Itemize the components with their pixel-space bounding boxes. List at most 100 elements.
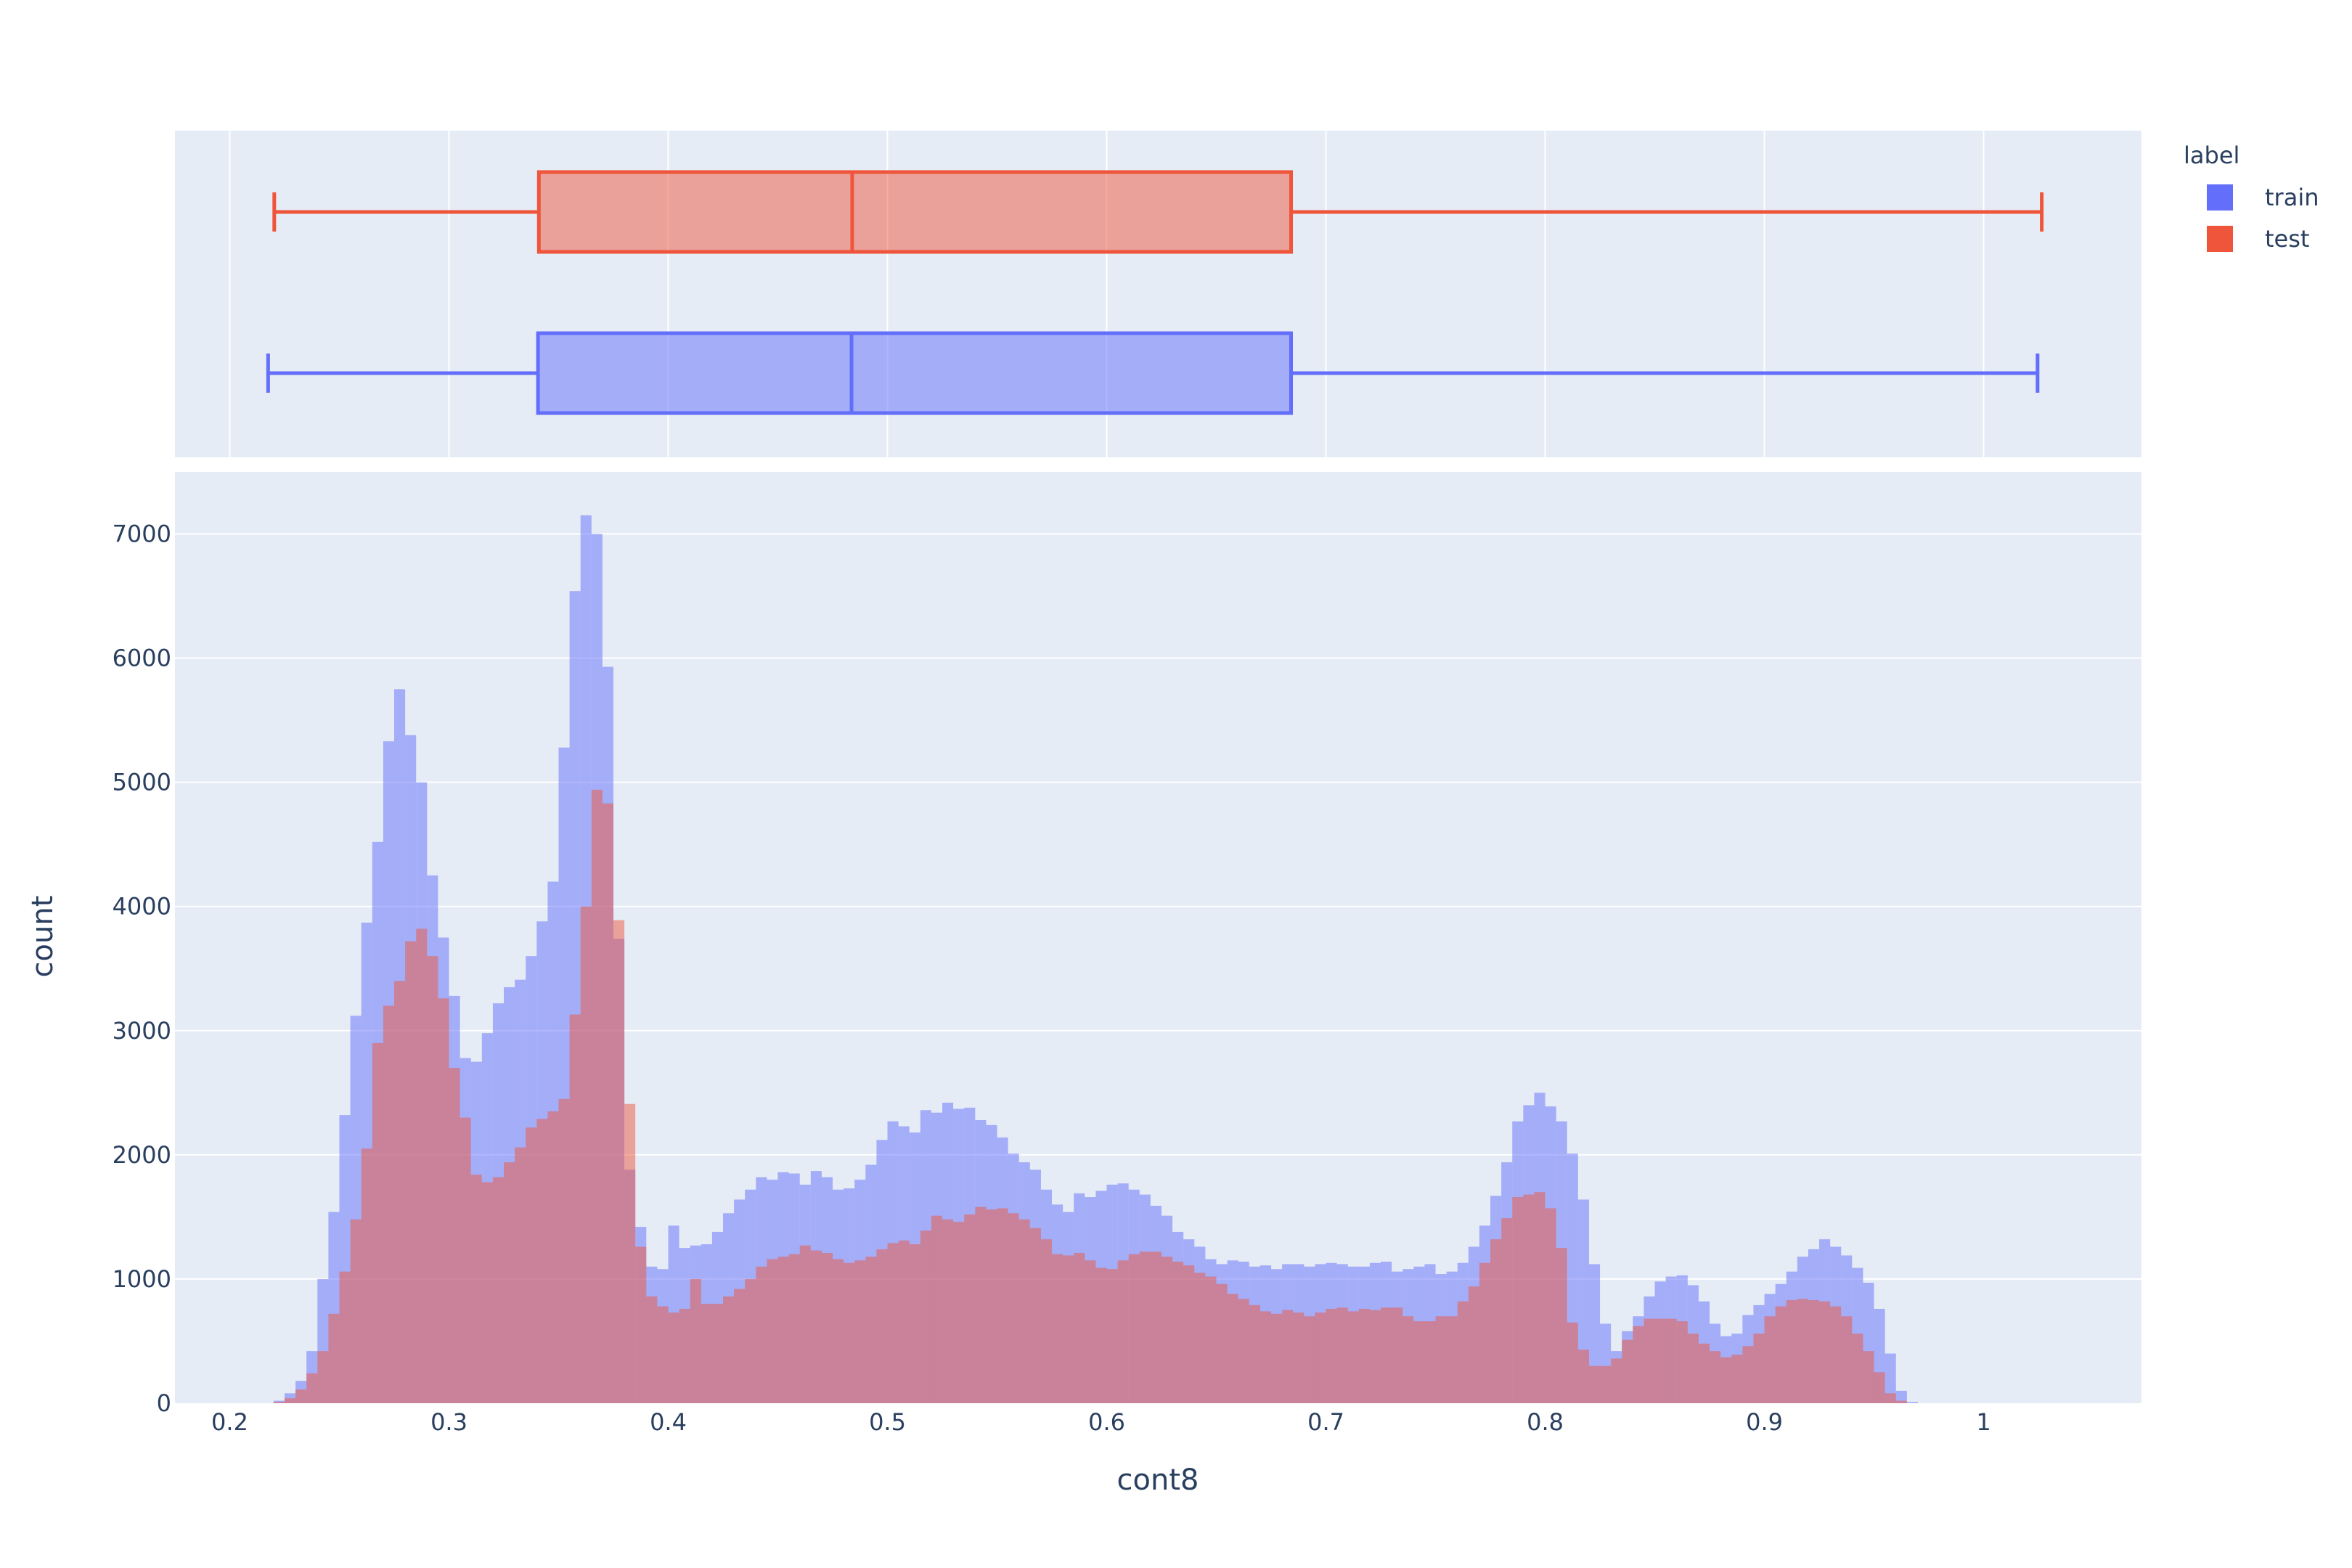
histogram-bar-test[interactable] xyxy=(1556,1248,1567,1403)
histogram-bar-test[interactable] xyxy=(438,998,449,1403)
histogram-bar-test[interactable] xyxy=(1381,1307,1392,1403)
histogram-bar-test[interactable] xyxy=(1819,1301,1831,1403)
histogram-bar-test[interactable] xyxy=(569,1014,581,1403)
histogram-bar-test[interactable] xyxy=(1545,1208,1556,1403)
histogram-bar-test[interactable] xyxy=(1249,1304,1260,1403)
histogram-bar-test[interactable] xyxy=(1687,1334,1699,1403)
histogram-bar-test[interactable] xyxy=(416,928,428,1403)
histogram-bar-test[interactable] xyxy=(1040,1239,1053,1403)
histogram-bar-test[interactable] xyxy=(1512,1197,1524,1403)
histogram-bar-test[interactable] xyxy=(1501,1218,1513,1403)
histogram-bar-test[interactable] xyxy=(1764,1316,1776,1403)
legend-item-test[interactable]: test xyxy=(2207,225,2309,253)
histogram-bar-test[interactable] xyxy=(1150,1251,1162,1403)
histogram-bar-test[interactable] xyxy=(931,1215,943,1403)
histogram-bar-test[interactable] xyxy=(1710,1351,1721,1403)
histogram-bar-test[interactable] xyxy=(624,1103,636,1403)
histogram-bar-test[interactable] xyxy=(1523,1194,1535,1403)
histogram-bar-test[interactable] xyxy=(635,1246,647,1403)
histogram-bar-test[interactable] xyxy=(1577,1349,1589,1403)
histogram-bar-test[interactable] xyxy=(383,1005,395,1403)
histogram-bar-test[interactable] xyxy=(1841,1316,1853,1403)
histogram-bar-test[interactable] xyxy=(1074,1253,1085,1403)
histogram-bar-test[interactable] xyxy=(668,1312,679,1403)
legend[interactable]: label train test xyxy=(2184,142,2319,253)
histogram-bar-test[interactable] xyxy=(1018,1219,1030,1403)
histogram-bar-test[interactable] xyxy=(898,1240,910,1403)
histogram-bar-test[interactable] xyxy=(833,1259,844,1403)
histogram-bar-test[interactable] xyxy=(1600,1365,1612,1403)
histogram-bar-test[interactable] xyxy=(460,1117,471,1403)
histogram-bar-test[interactable] xyxy=(920,1230,931,1403)
histogram-bar-test[interactable] xyxy=(547,1111,559,1403)
histogram-bar-test[interactable] xyxy=(854,1260,866,1403)
histogram-bar-test[interactable] xyxy=(1895,1400,1907,1403)
histogram-bar-test[interactable] xyxy=(1029,1228,1041,1403)
box-plot-train[interactable] xyxy=(266,331,2040,415)
histogram-bar-test[interactable] xyxy=(405,941,417,1403)
histogram-bar-test[interactable] xyxy=(339,1271,351,1403)
histogram-bar-test[interactable] xyxy=(909,1244,920,1403)
histogram-bar-test[interactable] xyxy=(1402,1316,1414,1403)
histogram-bar-test[interactable] xyxy=(734,1289,746,1403)
histogram-bar-test[interactable] xyxy=(1085,1260,1096,1403)
histogram-bar-test[interactable] xyxy=(1161,1257,1173,1403)
histogram-bar-train[interactable] xyxy=(1895,1390,1907,1403)
histogram-bar-test[interactable] xyxy=(1797,1299,1808,1403)
histogram-bar-test[interactable] xyxy=(1063,1255,1074,1403)
histogram-bar-test[interactable] xyxy=(1633,1326,1644,1403)
histogram-bar-test[interactable] xyxy=(449,1068,460,1403)
histogram-bar-test[interactable] xyxy=(1392,1307,1403,1403)
histogram-bar-test[interactable] xyxy=(953,1222,965,1403)
histogram-bar-test[interactable] xyxy=(777,1257,789,1403)
histogram-bar-test[interactable] xyxy=(646,1296,658,1403)
histogram-bar-test[interactable] xyxy=(1435,1316,1447,1403)
histogram-bar-test[interactable] xyxy=(317,1351,329,1403)
histogram-bar-test[interactable] xyxy=(1830,1306,1842,1403)
histogram-bar-test[interactable] xyxy=(876,1249,888,1403)
histogram-bar-test[interactable] xyxy=(1808,1300,1820,1403)
histogram-bar-test[interactable] xyxy=(1863,1351,1874,1403)
histogram-bar-test[interactable] xyxy=(1731,1355,1743,1403)
histogram-bar-test[interactable] xyxy=(986,1209,997,1403)
histogram-bar-test[interactable] xyxy=(887,1243,899,1403)
histogram-bar-test[interactable] xyxy=(844,1262,855,1403)
histogram-bar-test[interactable] xyxy=(1008,1213,1019,1403)
histogram-bar-test[interactable] xyxy=(515,1147,526,1403)
box-plot-test[interactable] xyxy=(272,170,2044,254)
histogram-bar-test[interactable] xyxy=(504,1162,515,1403)
histogram-bar-test[interactable] xyxy=(285,1398,296,1403)
histogram-bar-test[interactable] xyxy=(1139,1251,1151,1403)
histogram-bar-test[interactable] xyxy=(1194,1273,1206,1403)
histogram-bar-test[interactable] xyxy=(1369,1310,1381,1403)
histogram-bar-test[interactable] xyxy=(756,1266,767,1403)
histogram-bar-test[interactable] xyxy=(1259,1311,1272,1403)
histogram-bar-test[interactable] xyxy=(1720,1357,1732,1403)
histogram-bar-test[interactable] xyxy=(328,1313,340,1403)
histogram-bar-test[interactable] xyxy=(526,1127,537,1403)
histogram-bar-test[interactable] xyxy=(799,1245,811,1403)
histogram-bar-test[interactable] xyxy=(1326,1308,1337,1403)
histogram-bar-test[interactable] xyxy=(1643,1318,1655,1403)
histogram-bar-test[interactable] xyxy=(657,1306,669,1403)
histogram-bar-test[interactable] xyxy=(964,1214,976,1403)
histogram-bar-test[interactable] xyxy=(1205,1276,1217,1403)
histogram-bar-test[interactable] xyxy=(1424,1321,1436,1403)
histogram-bar-test[interactable] xyxy=(1468,1286,1479,1403)
histogram-bar-test[interactable] xyxy=(723,1296,735,1403)
histogram-bar-test[interactable] xyxy=(394,981,406,1403)
histogram-bar-test[interactable] xyxy=(1885,1393,1896,1403)
histogram-bar-test[interactable] xyxy=(690,1278,701,1403)
histogram-bar-test[interactable] xyxy=(942,1219,954,1403)
histogram-bar-test[interactable] xyxy=(1490,1239,1502,1403)
histogram-bar-test[interactable] xyxy=(1786,1300,1797,1403)
histogram-bar-test[interactable] xyxy=(1304,1316,1315,1403)
histogram-bar-test[interactable] xyxy=(1293,1312,1304,1403)
histogram-bar-test[interactable] xyxy=(295,1389,307,1403)
histogram-bar-test[interactable] xyxy=(1106,1269,1118,1403)
histogram-bar-test[interactable] xyxy=(821,1253,833,1403)
histogram-bar-test[interactable] xyxy=(975,1206,987,1403)
histogram-bar-test[interactable] xyxy=(492,1177,505,1403)
histogram-bar-test[interactable] xyxy=(481,1182,493,1403)
histogram-bar-test[interactable] xyxy=(1172,1261,1184,1403)
